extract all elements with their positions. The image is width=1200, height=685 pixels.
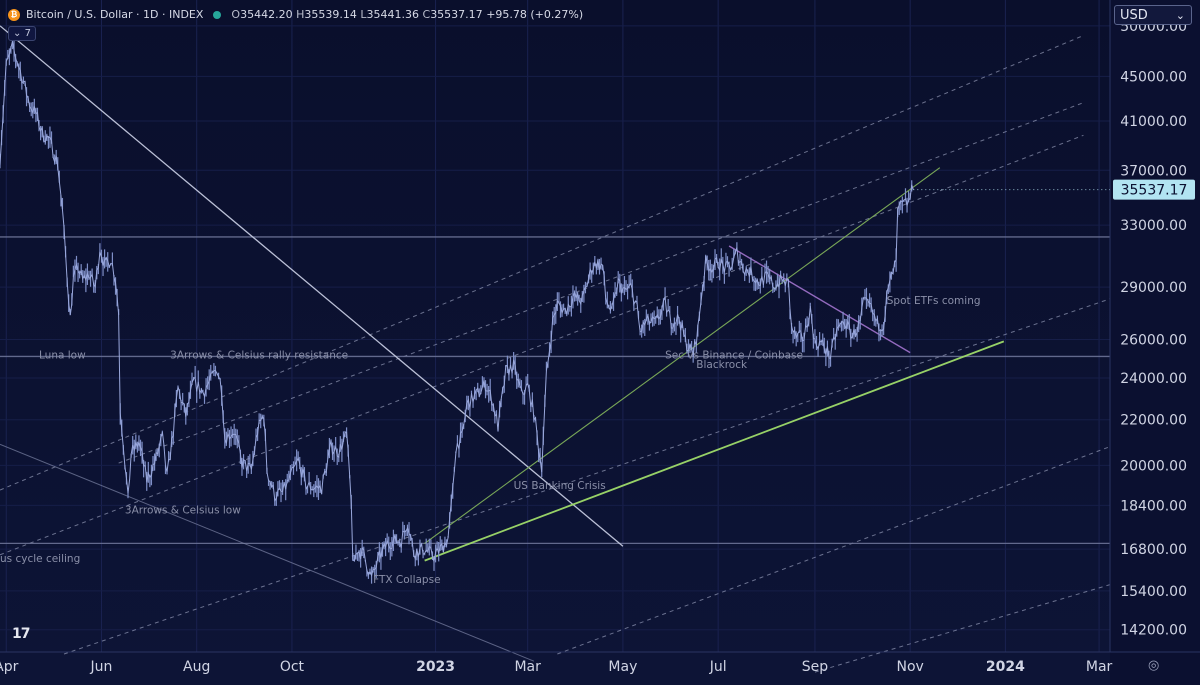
time-tick-label: May — [608, 659, 637, 675]
annotation-label: 3Arrows & Celsius rally resistance — [170, 349, 348, 361]
open-label: O — [231, 8, 241, 21]
price-axis-panel — [1110, 0, 1200, 685]
channel-line — [118, 102, 1084, 464]
tradingview-logo[interactable]: 17 — [12, 626, 31, 642]
low-label: L — [360, 8, 367, 21]
ohlc-values: O35442.20 H35539.14 L35441.36 C35537.17 … — [231, 8, 583, 21]
price-tick-label: 33000.00 — [1120, 218, 1187, 234]
channel-line — [0, 35, 1084, 491]
channel-line — [63, 298, 1111, 655]
chart-grid — [0, 0, 1110, 652]
indicators-toggle[interactable]: ⌄ 7 — [8, 26, 36, 41]
time-tick-label: Nov — [897, 659, 924, 675]
price-tick-label: 24000.00 — [1120, 371, 1187, 387]
annotations: Luna low 3Arrows & Celsius rally resistan… — [0, 295, 981, 586]
close-label: C — [422, 8, 431, 21]
open-value: 35442.20 — [240, 8, 293, 21]
last-price-label: 35537.17 — [1121, 183, 1188, 199]
price-tick-label: 14200.00 — [1120, 623, 1187, 639]
price-tick-label: 26000.00 — [1120, 333, 1187, 349]
time-tick-label: 2024 — [986, 659, 1025, 675]
last-price-tag — [1113, 179, 1195, 200]
price-tick-label: 37000.00 — [1120, 163, 1187, 179]
annotation-label: Sec vs Binance / Coinbase — [665, 349, 803, 361]
chevron-down-icon: ⌄ — [13, 28, 25, 39]
high-value: 35539.14 — [304, 8, 357, 21]
annotation-label: us cycle ceiling — [0, 553, 80, 565]
time-tick-label: Oct — [280, 659, 305, 675]
low-value: 35441.36 — [366, 8, 420, 21]
bitcoin-icon: ₿ — [8, 8, 20, 21]
change-value: +95.78 (+0.27%) — [486, 8, 584, 21]
time-tick-label: Apr — [0, 659, 19, 675]
price-tick-label: 45000.00 — [1120, 69, 1187, 85]
annotation-label: FTX Collapse — [373, 574, 440, 586]
trendline-grey — [0, 443, 535, 662]
high-label: H — [296, 8, 305, 21]
trendline-white — [0, 25, 624, 547]
time-tick-label: 2023 — [416, 659, 455, 675]
price-series — [0, 33, 914, 584]
price-tick-label: 20000.00 — [1120, 458, 1187, 474]
chart-legend: ₿ Bitcoin / U.S. Dollar · 1D · INDEX O35… — [8, 8, 583, 21]
trendlines — [0, 25, 1005, 662]
market-status-icon — [213, 10, 222, 19]
horizontal-levels — [0, 236, 1110, 545]
channel-line — [814, 584, 1111, 673]
chevron-down-icon: ⌄ — [1175, 9, 1185, 22]
annotation-label: Spot ETFs coming — [887, 295, 981, 307]
trendline-green-bright — [424, 340, 1005, 562]
channel-line — [557, 446, 1111, 655]
time-tick-label: Mar — [514, 659, 541, 675]
symbol-title[interactable]: Bitcoin / U.S. Dollar · 1D · INDEX — [26, 8, 204, 21]
time-tick-label: Jul — [709, 659, 727, 675]
annotation-label: Luna low — [39, 349, 86, 361]
settings-icon[interactable]: ◎ — [1148, 658, 1160, 673]
annotation-label: US Banking Crisis — [514, 480, 606, 492]
time-tick-label: Aug — [183, 659, 210, 675]
currency-value: USD — [1120, 8, 1148, 23]
price-tick-label: 22000.00 — [1120, 413, 1187, 429]
annotation-label: 3Arrows & Celsius low — [125, 504, 241, 516]
trendline-green — [424, 167, 941, 544]
time-tick-label: Jun — [90, 659, 113, 675]
price-tick-label: 29000.00 — [1120, 280, 1187, 296]
time-axis: Apr Jun Aug Oct 2023 Mar May Jul Sep Nov 2024 Mar — [0, 659, 1113, 675]
price-tick-label: 16800.00 — [1120, 542, 1187, 558]
time-tick-label: Sep — [802, 659, 829, 675]
currency-select[interactable]: USD ⌄ — [1114, 5, 1192, 25]
time-tick-label: Mar — [1086, 659, 1113, 675]
price-tick-label: 41000.00 — [1120, 114, 1187, 130]
price-line — [0, 41, 914, 577]
annotation-label: Blackrock — [696, 359, 748, 371]
price-tick-label: 15400.00 — [1120, 584, 1187, 600]
indicator-count: 7 — [24, 28, 31, 39]
close-value: 35537.17 — [430, 8, 483, 21]
price-tick-label: 18400.00 — [1120, 498, 1187, 514]
